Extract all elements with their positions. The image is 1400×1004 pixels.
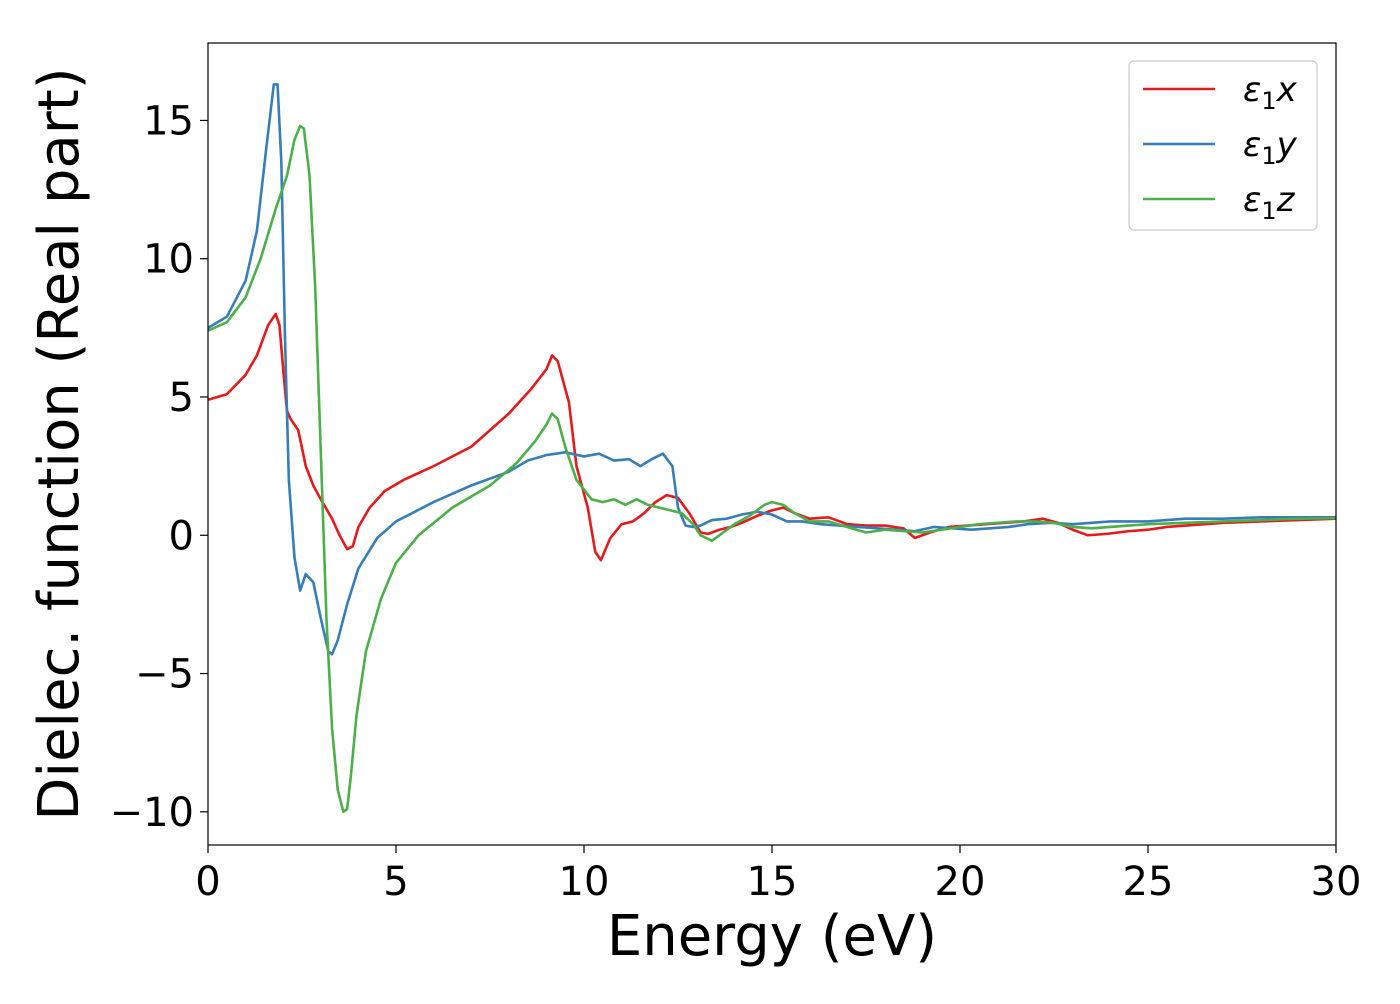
- y-tick-label: 0: [169, 513, 194, 559]
- y-tick-label: −5: [135, 652, 194, 698]
- x-tick-label: 20: [935, 859, 986, 905]
- x-tick-label: 25: [1123, 859, 1174, 905]
- legend-label-y: ε1y: [1243, 125, 1298, 170]
- y-tick-label: 5: [169, 375, 194, 421]
- legend-label-x: ε1x: [1243, 70, 1298, 115]
- y-axis-title: Dielec. function (Real part): [27, 67, 92, 820]
- y-tick-label: −10: [110, 790, 194, 836]
- x-tick-label: 30: [1311, 859, 1362, 905]
- y-tick-label: 10: [143, 237, 194, 283]
- x-tick-label: 5: [383, 859, 408, 905]
- x-tick-label: 0: [195, 859, 220, 905]
- y-tick-label: 15: [143, 98, 194, 144]
- legend-box: [1128, 60, 1318, 231]
- series-line-z: [208, 124, 1336, 814]
- legend: ε1x ε1y ε1z: [1128, 60, 1318, 231]
- legend-label-z: ε1z: [1243, 180, 1296, 225]
- series-group: [208, 83, 1336, 814]
- x-tick-label: 15: [747, 859, 798, 905]
- x-tick-label: 10: [559, 859, 610, 905]
- series-line-y: [208, 83, 1336, 656]
- ticks-group: 0 5 10 15 20 25 30 −10 −5 0 5 10 15: [110, 98, 1362, 905]
- x-axis-title: Energy (eV): [607, 904, 937, 969]
